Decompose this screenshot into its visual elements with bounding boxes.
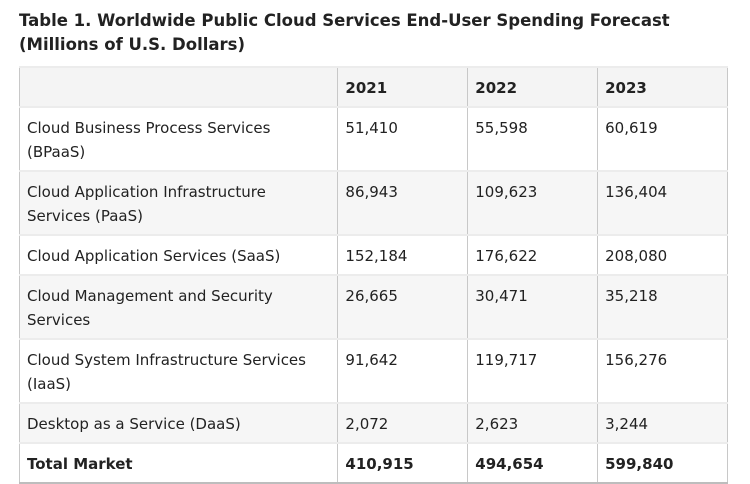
segment-cell: Cloud Application Infrastructure Service… — [18, 170, 339, 235]
value-cell: 208,080 — [597, 234, 728, 275]
total-value: 410,915 — [337, 442, 469, 483]
segment-cell: Cloud Business Process Services (BPaaS) — [18, 106, 339, 171]
header-year: 2023 — [597, 66, 728, 107]
segment-cell: Cloud Management and Security Services — [18, 274, 339, 339]
header-year: 2022 — [467, 66, 599, 107]
total-label: Total Market — [18, 442, 339, 483]
spending-forecast-table: 2021 2022 2023 Cloud Business Process Se… — [18, 66, 728, 484]
segment-cell: Desktop as a Service (DaaS) — [18, 402, 339, 443]
value-cell: 109,623 — [467, 170, 599, 235]
value-cell: 152,184 — [337, 234, 469, 275]
table-title: Table 1. Worldwide Public Cloud Services… — [19, 11, 670, 54]
table-row: Cloud Application Infrastructure Service… — [18, 170, 728, 235]
header-year: 2021 — [337, 66, 469, 107]
value-cell: 119,717 — [467, 338, 599, 403]
value-cell: 26,665 — [337, 274, 469, 339]
table-row: Cloud Business Process Services (BPaaS) … — [18, 106, 728, 171]
value-cell: 60,619 — [597, 106, 728, 171]
total-value: 494,654 — [467, 442, 599, 483]
value-cell: 136,404 — [597, 170, 728, 235]
total-value: 599,840 — [597, 442, 728, 483]
table-row: Cloud System Infrastructure Services (Ia… — [18, 338, 728, 403]
value-cell: 51,410 — [337, 106, 469, 171]
header-row: 2021 2022 2023 — [18, 66, 728, 107]
total-row: Total Market 410,915 494,654 599,840 — [18, 442, 728, 483]
value-cell: 91,642 — [337, 338, 469, 403]
table-row: Desktop as a Service (DaaS) 2,072 2,623 … — [18, 402, 728, 443]
table-row: Cloud Application Services (SaaS) 152,18… — [18, 234, 728, 275]
value-cell: 3,244 — [597, 402, 728, 443]
value-cell: 86,943 — [337, 170, 469, 235]
segment-cell: Cloud Application Services (SaaS) — [18, 234, 339, 275]
value-cell: 2,623 — [467, 402, 599, 443]
value-cell: 156,276 — [597, 338, 728, 403]
header-segment — [18, 66, 339, 107]
value-cell: 176,622 — [467, 234, 599, 275]
value-cell: 2,072 — [337, 402, 469, 443]
value-cell: 35,218 — [597, 274, 728, 339]
value-cell: 30,471 — [467, 274, 599, 339]
value-cell: 55,598 — [467, 106, 599, 171]
table-row: Cloud Management and Security Services 2… — [18, 274, 728, 339]
segment-cell: Cloud System Infrastructure Services (Ia… — [18, 338, 339, 403]
